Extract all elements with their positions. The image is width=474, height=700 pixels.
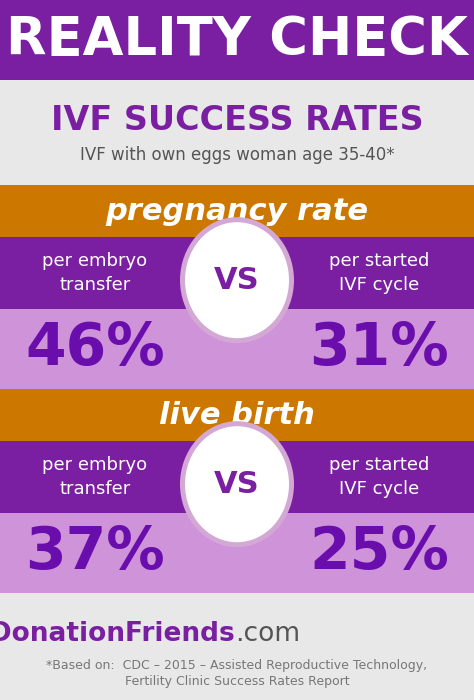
Bar bbox=[0, 593, 474, 700]
Bar bbox=[0, 389, 474, 441]
Text: VS: VS bbox=[214, 266, 260, 295]
Text: 37%: 37% bbox=[25, 524, 164, 582]
Text: EggDonationFriends.com: EggDonationFriends.com bbox=[0, 699, 1, 700]
Text: REALITY CHECK: REALITY CHECK bbox=[6, 14, 468, 66]
Bar bbox=[0, 80, 474, 185]
Text: 46%: 46% bbox=[25, 321, 164, 377]
Bar bbox=[0, 0, 474, 80]
Text: .com: .com bbox=[235, 621, 300, 647]
Bar bbox=[0, 185, 474, 237]
Text: IVF SUCCESS RATES: IVF SUCCESS RATES bbox=[51, 104, 423, 137]
Text: 31%: 31% bbox=[310, 321, 449, 377]
Text: IVF with own eggs woman age 35-40*: IVF with own eggs woman age 35-40* bbox=[80, 146, 394, 164]
Ellipse shape bbox=[180, 217, 294, 343]
Text: Fertility Clinic Success Rates Report: Fertility Clinic Success Rates Report bbox=[125, 675, 349, 687]
Text: VS: VS bbox=[214, 470, 260, 498]
Text: per embryo
transfer: per embryo transfer bbox=[42, 456, 147, 498]
Text: per embryo
transfer: per embryo transfer bbox=[42, 252, 147, 294]
Bar bbox=[0, 441, 474, 513]
Ellipse shape bbox=[185, 426, 289, 542]
Text: *Based on:  CDC – 2015 – Assisted Reproductive Technology,: *Based on: CDC – 2015 – Assisted Reprodu… bbox=[46, 659, 428, 672]
Bar bbox=[0, 309, 474, 389]
Text: live birth: live birth bbox=[159, 400, 315, 430]
Text: per started
IVF cycle: per started IVF cycle bbox=[329, 252, 429, 294]
Ellipse shape bbox=[180, 421, 294, 547]
Text: pregnancy rate: pregnancy rate bbox=[106, 197, 368, 225]
Text: 25%: 25% bbox=[309, 524, 449, 582]
Bar bbox=[0, 237, 474, 309]
Bar bbox=[0, 513, 474, 593]
Text: EggDonationFriends: EggDonationFriends bbox=[0, 621, 235, 647]
Text: per started
IVF cycle: per started IVF cycle bbox=[329, 456, 429, 498]
Ellipse shape bbox=[185, 222, 289, 338]
